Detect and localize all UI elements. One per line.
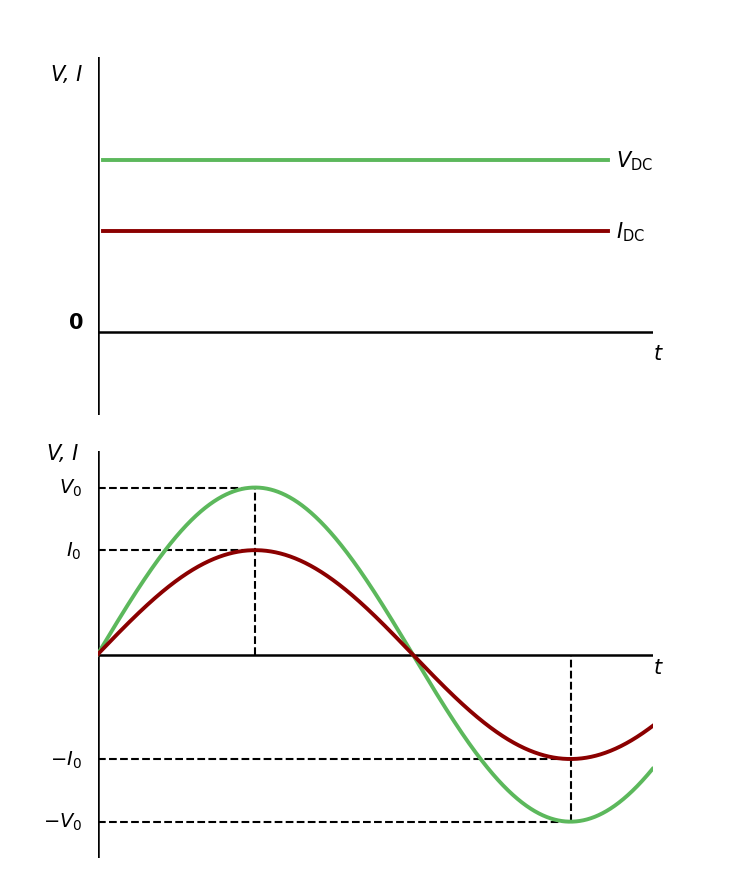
Text: $I_{\mathrm{DC}}$: $I_{\mathrm{DC}}$ (616, 220, 645, 244)
Text: $V_0$: $V_0$ (58, 477, 82, 499)
Text: V, I: V, I (47, 443, 79, 464)
Text: $-I_0$: $-I_0$ (50, 748, 82, 770)
Text: 0: 0 (69, 313, 84, 333)
Text: V, I: V, I (51, 64, 82, 85)
Text: $I_0$: $I_0$ (67, 540, 82, 561)
Text: t: t (654, 657, 662, 678)
Text: $V_{\mathrm{DC}}$: $V_{\mathrm{DC}}$ (616, 148, 653, 173)
Text: t: t (654, 343, 662, 364)
Text: $-V_0$: $-V_0$ (43, 811, 82, 832)
